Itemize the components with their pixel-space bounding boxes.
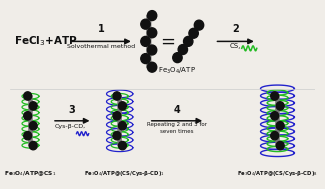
Circle shape — [119, 141, 126, 150]
Circle shape — [29, 102, 37, 110]
Text: Repeating 2 and 3 for: Repeating 2 and 3 for — [147, 122, 207, 127]
Circle shape — [113, 92, 121, 100]
Circle shape — [147, 62, 157, 72]
Circle shape — [24, 132, 32, 140]
Circle shape — [178, 45, 188, 54]
Circle shape — [184, 36, 193, 46]
FancyBboxPatch shape — [275, 95, 280, 146]
Text: Fe$_3$O$_4$/ATP@(CS/Cys-β-CD)$_1$: Fe$_3$O$_4$/ATP@(CS/Cys-β-CD)$_1$ — [84, 169, 165, 178]
Text: seven times: seven times — [160, 129, 194, 134]
Circle shape — [194, 20, 204, 30]
Circle shape — [276, 102, 284, 110]
Text: 2: 2 — [232, 24, 239, 34]
Circle shape — [147, 28, 157, 38]
Text: 4: 4 — [174, 105, 180, 115]
Circle shape — [147, 11, 157, 21]
Circle shape — [24, 112, 32, 120]
Circle shape — [276, 141, 284, 150]
Text: Fe$_3$O$_4$/ATP@CS$_1$: Fe$_3$O$_4$/ATP@CS$_1$ — [4, 170, 57, 178]
Text: 3: 3 — [68, 105, 75, 115]
FancyBboxPatch shape — [118, 95, 122, 146]
Circle shape — [276, 122, 284, 130]
Text: Fe$_3$O$_4$/ATP@(CS/Cys-β-CD)$_8$: Fe$_3$O$_4$/ATP@(CS/Cys-β-CD)$_8$ — [237, 169, 318, 178]
Circle shape — [29, 122, 37, 130]
Text: =: = — [160, 32, 175, 50]
Circle shape — [141, 36, 150, 46]
Circle shape — [147, 45, 157, 55]
Text: FeCl$_3$+ATP: FeCl$_3$+ATP — [15, 35, 78, 48]
Circle shape — [113, 132, 121, 140]
Circle shape — [271, 132, 279, 140]
Circle shape — [173, 53, 182, 63]
Text: 1: 1 — [98, 24, 104, 34]
Circle shape — [119, 122, 126, 130]
Text: Fe$_3$O$_4$/ATP: Fe$_3$O$_4$/ATP — [158, 66, 196, 76]
Circle shape — [271, 92, 279, 100]
Circle shape — [189, 28, 198, 38]
Circle shape — [141, 54, 150, 64]
Text: Solvothermal method: Solvothermal method — [67, 44, 135, 49]
Circle shape — [271, 112, 279, 120]
Circle shape — [141, 19, 150, 29]
Text: CS,: CS, — [229, 43, 241, 49]
Circle shape — [24, 92, 32, 100]
Circle shape — [113, 112, 121, 120]
Circle shape — [119, 102, 126, 110]
FancyBboxPatch shape — [147, 15, 151, 68]
FancyBboxPatch shape — [28, 95, 32, 146]
Text: Cys-β-CD,: Cys-β-CD, — [54, 124, 85, 129]
Circle shape — [29, 141, 37, 150]
